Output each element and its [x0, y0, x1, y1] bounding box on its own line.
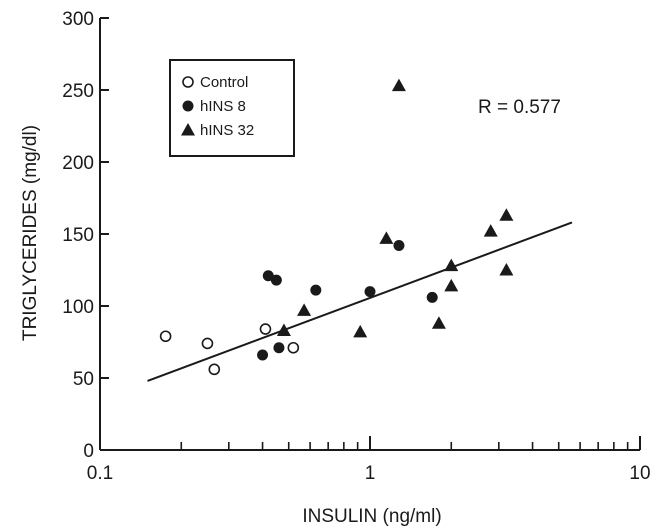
legend-marker-hins-8: [182, 100, 194, 112]
point-hins-32: [499, 263, 514, 276]
legend: Control hINS 8 hINS 32: [169, 59, 295, 157]
legend-box: [169, 59, 295, 157]
point-control: [287, 341, 300, 354]
x-tick-label: 10: [629, 463, 650, 484]
point-hins-8: [262, 270, 274, 282]
point-hins-32: [353, 324, 368, 338]
x-axis: 0.1 1 10: [87, 436, 651, 484]
point-hins-8: [393, 240, 405, 252]
point-control: [201, 337, 214, 350]
point-hins-32: [483, 224, 498, 237]
point-hins-32: [444, 278, 459, 292]
y-axis: 0 50 100 150 200 250 300: [62, 9, 109, 462]
point-hins-32: [391, 78, 406, 92]
data-points-layer: [159, 78, 514, 376]
point-hins-8: [273, 342, 285, 354]
r-value-annotation: R = 0.577: [478, 97, 561, 118]
y-tick-label: 300: [62, 9, 94, 30]
y-tick-label: 100: [62, 297, 94, 318]
legend-label-hins-8: hINS 8: [200, 98, 246, 115]
legend-marker-hins-32: [181, 123, 195, 136]
x-tick-label: 1: [365, 463, 376, 484]
point-hins-32: [379, 231, 394, 244]
point-hins-32: [297, 303, 312, 316]
y-axis-title: TRIGLYCERIDES (mg/dl): [20, 125, 41, 341]
point-hins-32: [276, 323, 291, 336]
point-hins-8: [257, 349, 269, 361]
point-hins-8: [426, 291, 438, 303]
point-control: [259, 323, 272, 335]
point-control: [208, 363, 221, 376]
point-control: [159, 330, 172, 343]
x-axis-title: INSULIN (ng/ml): [302, 506, 441, 527]
legend-label-hins-32: hINS 32: [200, 122, 254, 139]
point-hins-32: [444, 258, 459, 272]
legend-marker-control: [182, 76, 194, 88]
y-tick-label: 0: [83, 441, 94, 462]
x-tick-label: 0.1: [87, 463, 113, 484]
legend-label-control: Control: [200, 74, 248, 91]
regression-line: [147, 221, 573, 382]
trendline-layer: [147, 221, 573, 382]
y-tick-label: 50: [73, 369, 94, 390]
point-hins-32: [499, 208, 514, 221]
point-hins-8: [270, 274, 282, 286]
y-tick-label: 150: [62, 225, 94, 246]
point-hins-8: [310, 284, 322, 296]
y-tick-label: 250: [62, 81, 94, 102]
point-hins-8: [364, 286, 376, 298]
y-tick-label: 200: [62, 153, 94, 174]
point-hins-32: [431, 316, 446, 329]
